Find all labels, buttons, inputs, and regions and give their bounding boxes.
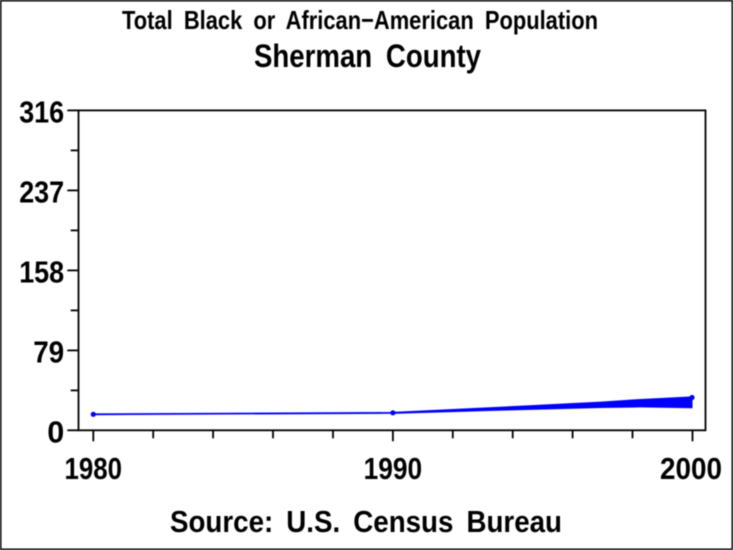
svg-text:1990: 1990 <box>364 451 423 486</box>
svg-text:2000: 2000 <box>660 451 722 486</box>
svg-text:Sherman County: Sherman County <box>254 38 481 74</box>
svg-text:158: 158 <box>19 254 64 289</box>
svg-text:316: 316 <box>19 94 64 129</box>
svg-text:Total Black or African−America: Total Black or African−American Populati… <box>122 5 598 35</box>
svg-text:1980: 1980 <box>65 451 123 486</box>
svg-text:Source: U.S. Census Bureau: Source: U.S. Census Bureau <box>170 504 562 539</box>
svg-text:79: 79 <box>33 334 64 369</box>
svg-text:237: 237 <box>19 174 64 209</box>
svg-text:0: 0 <box>47 414 64 449</box>
